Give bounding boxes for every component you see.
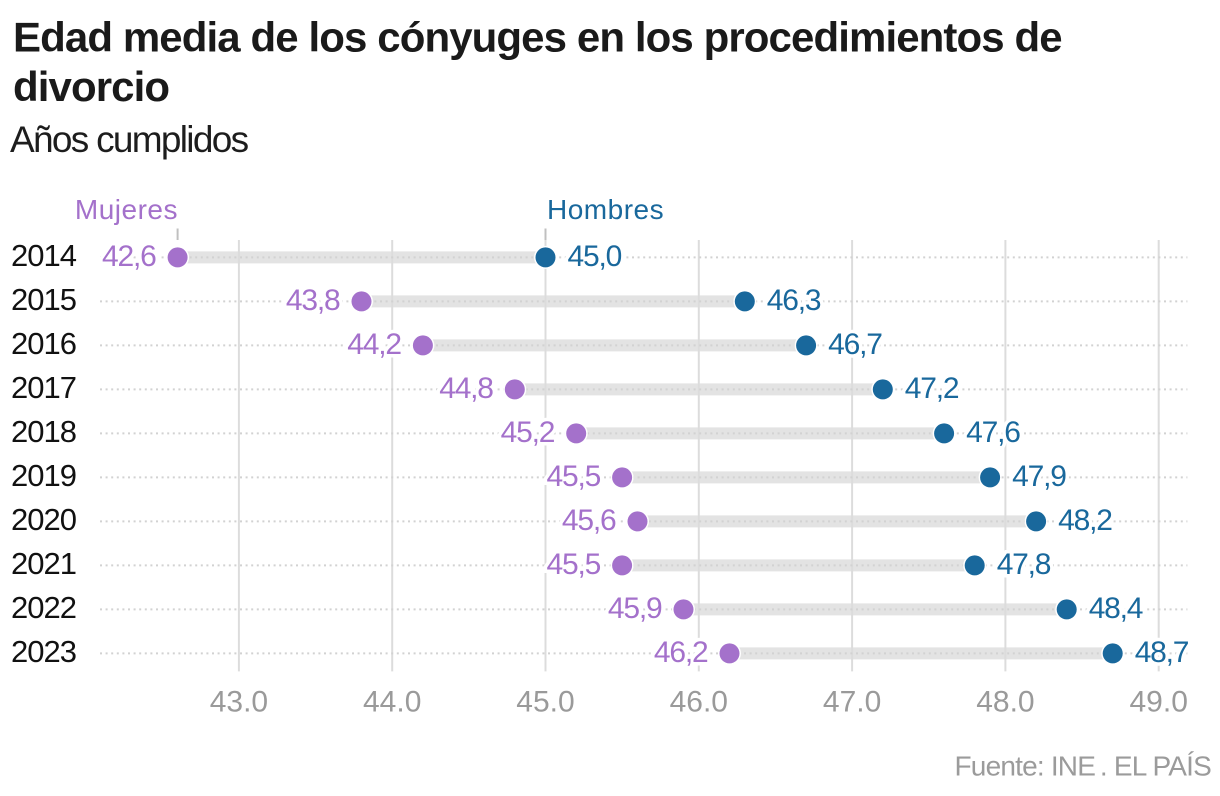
svg-text:Edad media de los cónyuges en: Edad media de los cónyuges en los proced… <box>13 14 1062 61</box>
svg-text:43.0: 43.0 <box>210 686 268 719</box>
svg-text:Mujeres: Mujeres <box>75 194 178 225</box>
svg-text:47,9: 47,9 <box>1012 460 1066 493</box>
svg-text:49.0: 49.0 <box>1130 686 1188 719</box>
svg-text:Años cumplidos: Años cumplidos <box>10 119 249 160</box>
svg-text:48,4: 48,4 <box>1089 592 1143 625</box>
svg-text:44,8: 44,8 <box>439 372 493 405</box>
svg-text:45,5: 45,5 <box>547 548 601 581</box>
svg-text:46,7: 46,7 <box>828 328 882 361</box>
svg-text:2018: 2018 <box>11 414 76 449</box>
svg-text:48,2: 48,2 <box>1058 504 1112 537</box>
svg-text:46.0: 46.0 <box>670 686 728 719</box>
svg-text:45,2: 45,2 <box>501 416 555 449</box>
svg-text:Fuente: INE . EL PAÍS: Fuente: INE . EL PAÍS <box>955 750 1212 781</box>
svg-text:2019: 2019 <box>11 458 76 493</box>
svg-text:46,3: 46,3 <box>767 284 821 317</box>
svg-text:47,2: 47,2 <box>905 372 959 405</box>
svg-text:divorcio: divorcio <box>13 63 169 110</box>
svg-text:45.0: 45.0 <box>516 686 574 719</box>
svg-text:42,6: 42,6 <box>102 240 156 273</box>
svg-text:2023: 2023 <box>11 634 76 669</box>
svg-text:2016: 2016 <box>11 326 76 361</box>
svg-text:45,5: 45,5 <box>547 460 601 493</box>
svg-text:2020: 2020 <box>11 502 77 537</box>
svg-text:2022: 2022 <box>11 590 76 625</box>
svg-text:2014: 2014 <box>11 238 77 273</box>
svg-text:45,6: 45,6 <box>562 504 616 537</box>
svg-text:48.0: 48.0 <box>976 686 1034 719</box>
svg-text:Hombres: Hombres <box>547 194 664 225</box>
svg-text:44.0: 44.0 <box>363 686 421 719</box>
svg-text:2015: 2015 <box>11 282 76 317</box>
svg-text:44,2: 44,2 <box>347 328 401 361</box>
svg-text:47,8: 47,8 <box>997 548 1051 581</box>
svg-text:48,7: 48,7 <box>1135 636 1189 669</box>
svg-text:46,2: 46,2 <box>654 636 708 669</box>
svg-text:2017: 2017 <box>11 370 76 405</box>
svg-text:45,0: 45,0 <box>568 240 622 273</box>
svg-text:43,8: 43,8 <box>286 284 340 317</box>
svg-text:45,9: 45,9 <box>608 592 662 625</box>
svg-text:47.0: 47.0 <box>823 686 881 719</box>
svg-text:47,6: 47,6 <box>966 416 1020 449</box>
svg-text:2021: 2021 <box>11 546 76 581</box>
